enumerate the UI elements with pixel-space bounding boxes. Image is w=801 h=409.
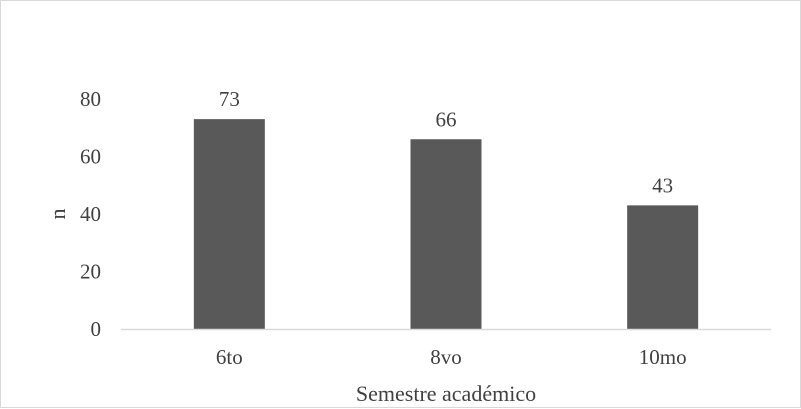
x-axis-title: Semestre académico	[356, 381, 536, 406]
x-axis-categories: 6to 8vo 10mo	[216, 345, 687, 369]
data-labels: 73 66 43	[219, 87, 673, 197]
x-tick-label: 8vo	[430, 345, 462, 369]
y-tick-label: 80	[80, 87, 101, 111]
y-axis-ticks: 0 20 40 60 80	[80, 87, 101, 341]
data-label: 66	[436, 107, 457, 131]
data-label: 43	[652, 173, 673, 197]
bar-10mo	[627, 205, 699, 329]
x-tick-label: 10mo	[639, 345, 687, 369]
y-tick-label: 60	[80, 145, 101, 169]
bars	[193, 119, 699, 329]
bar-6to	[193, 119, 265, 329]
y-tick-label: 40	[80, 202, 101, 226]
data-label: 73	[219, 87, 240, 111]
y-axis-title: n	[45, 209, 70, 220]
x-tick-label: 6to	[216, 345, 243, 369]
y-tick-label: 0	[91, 317, 102, 341]
bar-8vo	[410, 139, 482, 329]
y-tick-label: 20	[80, 260, 101, 284]
